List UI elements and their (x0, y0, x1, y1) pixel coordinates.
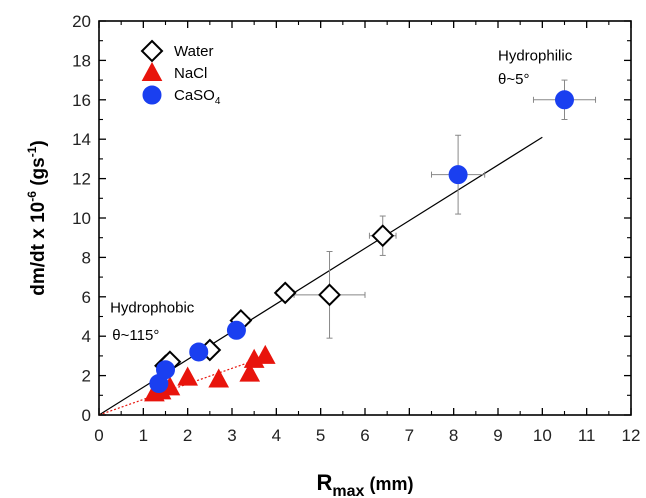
legend-water-label: Water (174, 43, 213, 60)
y-tick-label: 10 (72, 209, 91, 228)
caso-point (226, 320, 246, 340)
nacl-point (239, 362, 261, 382)
x-tick-label: 12 (622, 426, 641, 445)
annotation: Hydrophilic (498, 47, 573, 64)
axis-titles: Rmax (mm) dm/dt x 10-6 (gs-1) (25, 140, 413, 498)
legend-nacl-label: NaCl (174, 65, 207, 82)
x-tick-label: 7 (405, 426, 414, 445)
y-axis-title-close: ) (28, 140, 49, 146)
nacl-point (254, 344, 276, 364)
y-axis-title-main: dm/dt x 10 (28, 202, 49, 296)
y-tick-label: 18 (72, 51, 91, 70)
y-axis-title-exponent: -6 (25, 191, 39, 202)
water-point (273, 281, 297, 305)
legend-label-subscript: 4 (215, 96, 221, 107)
x-tick-label: 3 (227, 426, 236, 445)
caso-point (189, 342, 209, 362)
water-point (371, 224, 395, 248)
y-tick-label: 20 (72, 12, 91, 31)
legend-caso-label: CaSO4 (174, 87, 221, 107)
x-tick-label: 1 (139, 426, 148, 445)
y-tick-label: 16 (72, 91, 91, 110)
y-tick-label: 8 (82, 248, 91, 267)
legend-label-text: Water (174, 43, 213, 60)
y-tick-label: 4 (82, 327, 91, 346)
y-tick-label: 6 (82, 288, 91, 307)
legend-label-text: CaSO (174, 87, 215, 104)
x-tick-label: 10 (533, 426, 552, 445)
annotation: θ~5° (498, 71, 529, 88)
caso-point (156, 360, 175, 380)
x-tick-label: 5 (316, 426, 325, 445)
legend: Water NaCl CaSO4 (140, 39, 221, 107)
x-axis-title-subscript: max (332, 483, 364, 498)
caso-point (448, 165, 468, 185)
x-tick-label: 0 (94, 426, 103, 445)
legend-nacl-marker (141, 61, 163, 81)
caso-point (555, 90, 574, 110)
water-point (318, 283, 341, 307)
x-tick-label: 8 (449, 426, 458, 445)
annotation: Hydrophobic (110, 300, 195, 317)
x-tick-label: 2 (183, 426, 192, 445)
y-tick-label: 14 (72, 130, 91, 149)
y-axis-title-unit: (gs (28, 157, 49, 191)
nacl-point (208, 368, 230, 388)
data-markers (144, 90, 574, 402)
x-tick-label: 11 (578, 426, 596, 445)
x-tick-label: 6 (360, 426, 369, 445)
y-tick-label: 2 (82, 367, 91, 386)
legend-water-marker (140, 39, 164, 63)
x-axis-title: Rmax (mm) (317, 470, 414, 498)
y-tick-label: 0 (82, 406, 91, 425)
y-axis-title: dm/dt x 10-6 (gs-1) (25, 140, 49, 295)
annotations: Hydrophilic θ~5° Hydrophobic θ~115° (110, 47, 573, 344)
legend-label-text: NaCl (174, 65, 207, 82)
y-axis-title-unit-exponent: -1 (25, 146, 39, 157)
x-tick-label: 9 (493, 426, 502, 445)
legend-caso-marker (142, 85, 162, 105)
x-axis-title-main: R (317, 470, 333, 495)
nacl-point (177, 366, 199, 386)
annotation: θ~115° (112, 327, 159, 344)
x-tick-label: 4 (272, 426, 281, 445)
y-tick-label: 12 (72, 170, 91, 189)
x-axis-title-unit: (mm) (364, 474, 413, 494)
